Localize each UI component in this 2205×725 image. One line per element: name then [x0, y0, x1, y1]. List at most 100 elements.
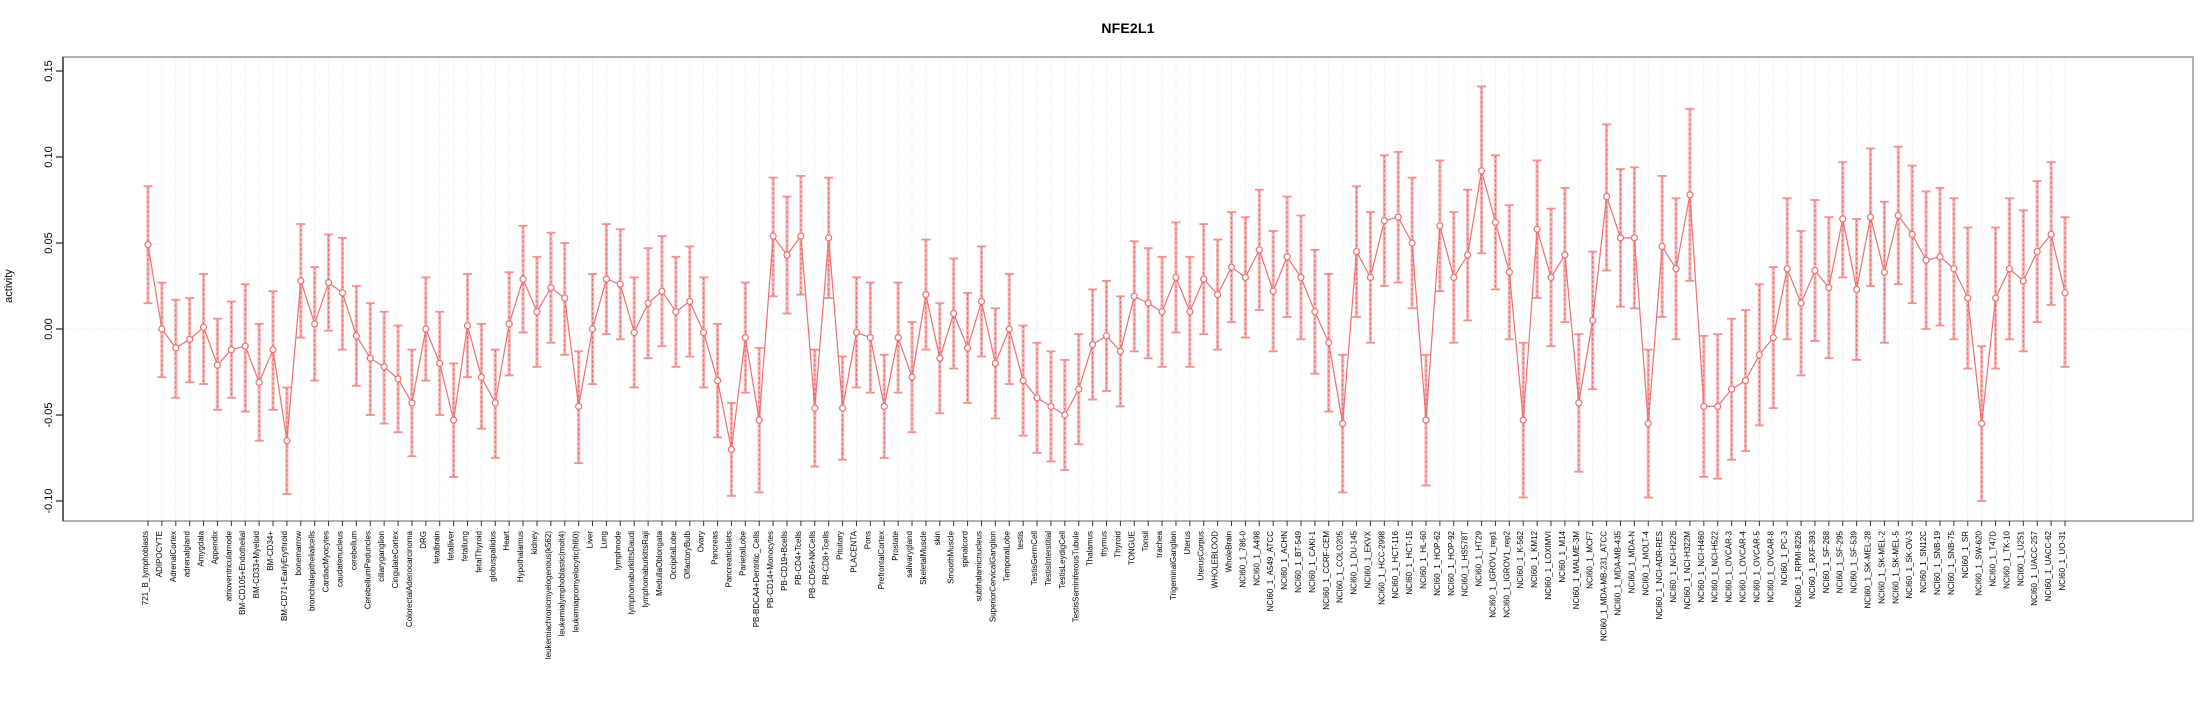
- data-point: [352, 332, 360, 340]
- x-category-label: PB-CD8+Tcells: [822, 531, 831, 585]
- x-category-label: PB-CD4+Tcells: [794, 531, 803, 585]
- x-category-label: TestisInterstitial: [1044, 531, 1053, 586]
- x-category-label: spinalcord: [961, 531, 970, 567]
- data-point: [1047, 402, 1055, 410]
- y-tick-label: -0.05: [43, 402, 55, 427]
- data-point: [324, 278, 333, 287]
- data-point: [450, 416, 458, 424]
- data-point: [172, 344, 180, 352]
- data-point: [1130, 292, 1138, 300]
- x-category-label: NCI60_1_U251: [2016, 530, 2025, 586]
- x-category-label: BM-CD105+Endothelial: [238, 531, 247, 615]
- x-category-label: TestisSeminiferousTubule: [1072, 530, 1081, 622]
- x-category-label: BM-CD33+Myeloid: [252, 531, 261, 598]
- x-category-label: NCI60_1_IGROV1_rep1: [1488, 530, 1497, 617]
- x-category-label: leukemialymphoblastic(molt4): [558, 531, 567, 637]
- x-category-label: SkeletalMuscle: [919, 530, 928, 584]
- data-point: [1477, 167, 1486, 175]
- data-point: [1950, 265, 1958, 273]
- data-point: [1991, 294, 2000, 302]
- x-category-label: skin: [933, 531, 942, 545]
- x-category-label: lymphomaburkittsDaudi: [627, 531, 636, 615]
- x-category-label: NCI60_1_K-562: [1516, 530, 1525, 588]
- data-point: [491, 399, 499, 407]
- x-category-label: lymphnode: [613, 530, 622, 570]
- data-point: [658, 287, 666, 295]
- x-category-label: NCI60_1_SNB-75: [1947, 530, 1956, 595]
- data-point: [1075, 385, 1083, 393]
- x-category-label: NCI60_1_HOP-92: [1447, 530, 1456, 595]
- x-category-label: Hypothalamus: [516, 531, 525, 582]
- x-category-label: NCI60_1_UACC-257: [2030, 530, 2039, 605]
- x-category-label: ColorectalAdenocarcinoma: [405, 530, 414, 627]
- x-category-label: CardiacMyocytes: [322, 531, 331, 592]
- data-point: [1630, 234, 1638, 242]
- x-category-label: NCI60_1_SK-MEL-28: [1864, 530, 1873, 608]
- data-point: [1728, 385, 1736, 393]
- data-point: [1866, 213, 1875, 221]
- data-point: [1186, 308, 1194, 316]
- data-point: [1755, 351, 1763, 359]
- x-category-label: globuspallidus: [488, 531, 497, 582]
- data-point: [1714, 402, 1722, 410]
- data-point: [1797, 299, 1805, 307]
- x-category-label: NCI60_1_CCRF-CEM: [1322, 531, 1331, 610]
- x-category-label: PrefrontalCortex: [877, 531, 886, 589]
- data-point: [394, 375, 402, 383]
- data-point: [1825, 284, 1833, 292]
- x-category-label: SuperiorCervicalGanglion: [988, 531, 997, 622]
- x-category-label: fetallung: [460, 531, 469, 561]
- x-category-label: NCI60_1_OVCAR-5: [1752, 530, 1761, 602]
- data-point: [894, 334, 902, 342]
- x-category-label: ADIPOCYTE: [155, 531, 164, 577]
- data-point: [672, 308, 680, 316]
- data-point: [366, 354, 374, 362]
- x-category-label: NCI60_1_HCT-15: [1405, 530, 1414, 594]
- x-category-label: Uterus: [1183, 531, 1192, 555]
- data-point: [1214, 291, 1222, 299]
- x-category-label: NCI60_1_MOLT-4: [1641, 530, 1650, 595]
- data-point: [1339, 420, 1347, 428]
- data-point: [241, 342, 249, 350]
- y-tick-label: 0.10: [43, 146, 55, 167]
- data-point: [269, 346, 277, 354]
- x-category-label: TrigeminalGanglion: [1169, 531, 1178, 600]
- chart-title: NFE2L1: [1101, 20, 1155, 36]
- data-point: [1380, 217, 1388, 225]
- data-point: [1144, 299, 1152, 307]
- x-category-label: NCI60_1_COLO205: [1336, 530, 1345, 603]
- x-category-label: salivarygland: [905, 531, 914, 578]
- data-point: [602, 275, 611, 283]
- x-category-label: Pons: [863, 531, 872, 549]
- y-tick-label: 0.15: [43, 60, 55, 81]
- data-point: [1589, 316, 1597, 324]
- data-point: [2047, 230, 2055, 238]
- data-point: [1547, 273, 1555, 281]
- x-category-label: fetalThyroid: [474, 531, 483, 573]
- data-point: [213, 361, 222, 369]
- data-point: [1978, 420, 1986, 428]
- data-point: [1491, 218, 1500, 226]
- data-point: [1061, 411, 1069, 419]
- data-point: [1602, 192, 1611, 201]
- data-point: [1450, 273, 1458, 281]
- data-point: [1936, 253, 1944, 261]
- data-point: [1297, 273, 1305, 281]
- data-point: [575, 402, 583, 410]
- data-point: [700, 328, 708, 337]
- x-category-label: OlfactoryBulb: [683, 530, 692, 579]
- y-tick-label: 0.00: [43, 318, 55, 339]
- data-point: [1672, 265, 1680, 273]
- data-point: [1839, 215, 1847, 223]
- data-point: [866, 334, 874, 342]
- x-category-label: caudatenucleus: [335, 531, 344, 587]
- data-point: [297, 277, 305, 285]
- data-point: [1283, 253, 1291, 261]
- x-category-label: Thyroid: [1113, 531, 1122, 558]
- data-point: [1686, 191, 1694, 199]
- data-point: [1408, 239, 1416, 247]
- x-category-label: adrenalgland: [183, 531, 192, 577]
- x-category-label: NCI60_1_A549_ATCC: [1266, 531, 1275, 612]
- data-point: [1366, 273, 1375, 281]
- x-category-label: trachea: [1155, 530, 1164, 557]
